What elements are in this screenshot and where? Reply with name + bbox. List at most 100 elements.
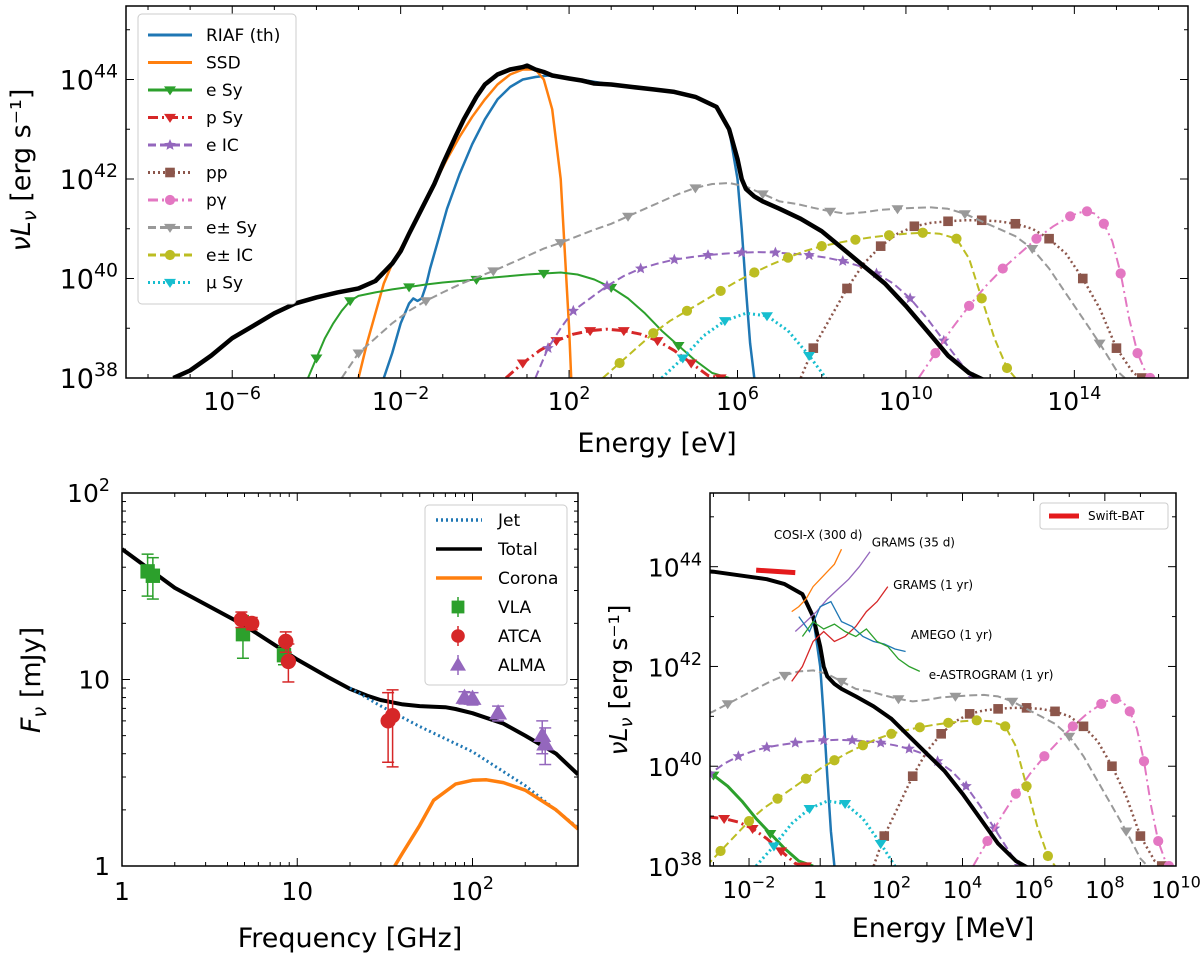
top-ylabel: νLν [erg s⁻¹] (6, 89, 41, 252)
br-marker-pp (879, 831, 890, 841)
top-legend-marker (164, 194, 176, 206)
marker-e-ic (917, 227, 928, 238)
series-ssd (357, 68, 573, 378)
marker-e-sy (689, 184, 702, 194)
bl-point-atca (278, 633, 294, 650)
br-marker-e-ic (789, 736, 801, 748)
br-marker-p- (1010, 788, 1021, 799)
br-marker--sy (839, 800, 852, 810)
br-marker--sy (767, 842, 780, 852)
br-marker-pp (936, 729, 946, 739)
marker-p-sy (651, 337, 664, 347)
marker-p-sy (617, 327, 630, 337)
top-legend-marker (164, 113, 176, 123)
marker-p- (1115, 268, 1126, 279)
top-legend-marker (164, 223, 176, 233)
br-sensitivity-e-astrogram-1-yr- (801, 620, 921, 672)
br-marker-p- (1163, 860, 1174, 866)
br-marker-p-sy (799, 862, 812, 866)
marker-e-sy (537, 269, 550, 279)
marker-e-sy (419, 297, 432, 307)
br-marker-p-sy (633, 847, 645, 856)
bl-ytick-label: 102 (67, 476, 110, 508)
marker-e-sy (344, 297, 357, 307)
br-marker-e-ic (800, 773, 812, 784)
marker-e-ic (567, 304, 579, 316)
br-marker-e-ic (1021, 781, 1032, 792)
br-annotation: AMEGO (1 yr) (911, 628, 993, 642)
br-marker-pp (1050, 706, 1060, 717)
marker-p- (1145, 372, 1156, 378)
bl-legend-label: VLA (498, 598, 531, 618)
br-marker-e-ic (943, 717, 954, 728)
marker--sy (803, 352, 816, 362)
bl-legend-label: Total (497, 540, 538, 560)
br-annotation: e-ASTROGRAM (1 yr) (929, 668, 1054, 682)
br-marker-pp (1107, 761, 1117, 772)
top-ytick-label: 1044 (60, 60, 118, 96)
marker-e-sy (310, 354, 323, 364)
marker-e-ic (681, 305, 693, 316)
top-xlabel: Energy [eV] (577, 428, 736, 459)
top-xtick-label: 102 (548, 384, 591, 416)
br-marker-p- (1124, 706, 1135, 717)
br-sensitivity-amego-1-yr- (798, 600, 906, 653)
br-marker-e-sy (949, 692, 962, 702)
br-series-pp (872, 706, 1163, 866)
top-xtick-label: 10−6 (203, 384, 261, 416)
br-marker-e-sy (551, 785, 563, 794)
marker-p- (1132, 348, 1143, 359)
marker-e-ic (850, 234, 861, 245)
series-e-ic (534, 251, 975, 378)
marker-p- (1031, 233, 1042, 244)
marker-pp (875, 241, 886, 251)
marker-e-sy (1026, 245, 1039, 255)
marker-e-sy (403, 283, 416, 293)
panel-bottom-right-mev: 10−2 1 102 104 106 108 1010 1038 1040 1042 1044 νLν… (487, 492, 1200, 944)
marker-pp (909, 221, 920, 232)
marker-e-sy (824, 207, 837, 217)
br-marker-pp (964, 709, 975, 719)
marker-p-sy (714, 374, 727, 378)
br-marker-p-sy (775, 847, 788, 857)
br-xtick-label: 106 (1014, 873, 1054, 904)
br-sensitivity-cosi-x-300-d- (791, 548, 843, 613)
br-series-e-ic (710, 738, 1021, 866)
marker-e-ic (668, 253, 681, 265)
br-marker-e-ic (1000, 721, 1011, 732)
marker-e-ic (702, 249, 714, 260)
top-series-layer (172, 63, 1156, 378)
top-legend-box (137, 13, 297, 305)
top-xtick-label: 10−2 (372, 384, 430, 416)
marker-e-sy (1093, 339, 1106, 349)
series--sy (660, 311, 828, 378)
br-marker-p- (1039, 751, 1050, 762)
br-xtick-label: 104 (943, 873, 983, 904)
br-marker-e-ic (1042, 850, 1054, 862)
br-marker--sy (874, 839, 887, 849)
top-legend-marker (164, 278, 176, 288)
bl-legend-marker (451, 629, 465, 643)
bl-point-atca (244, 615, 260, 632)
marker-e-sy (352, 349, 365, 359)
br-marker-pp (1135, 831, 1146, 841)
top-legend-marker (164, 139, 176, 150)
marker--sy (718, 317, 731, 327)
br-ytick-label: 1038 (648, 850, 702, 882)
br-series--sy (754, 799, 897, 866)
br-marker-e-sy (487, 785, 499, 794)
top-plot-frame (125, 5, 1189, 379)
br-marker-p- (1067, 721, 1078, 732)
marker-e-ic (816, 241, 827, 252)
marker-e-ic (648, 328, 659, 339)
br-marker-e-ic (715, 845, 726, 857)
br-marker-e-ic (772, 793, 783, 804)
marker-e-sy (487, 267, 500, 277)
br-marker-pp (907, 771, 918, 782)
marker-e-ic (837, 255, 849, 266)
marker-e-ic (769, 246, 782, 258)
marker-pp (943, 216, 953, 227)
br-marker-e-ic (875, 736, 887, 748)
bl-series-corona (393, 778, 578, 866)
bl-ytick-label: 1 (94, 852, 110, 881)
